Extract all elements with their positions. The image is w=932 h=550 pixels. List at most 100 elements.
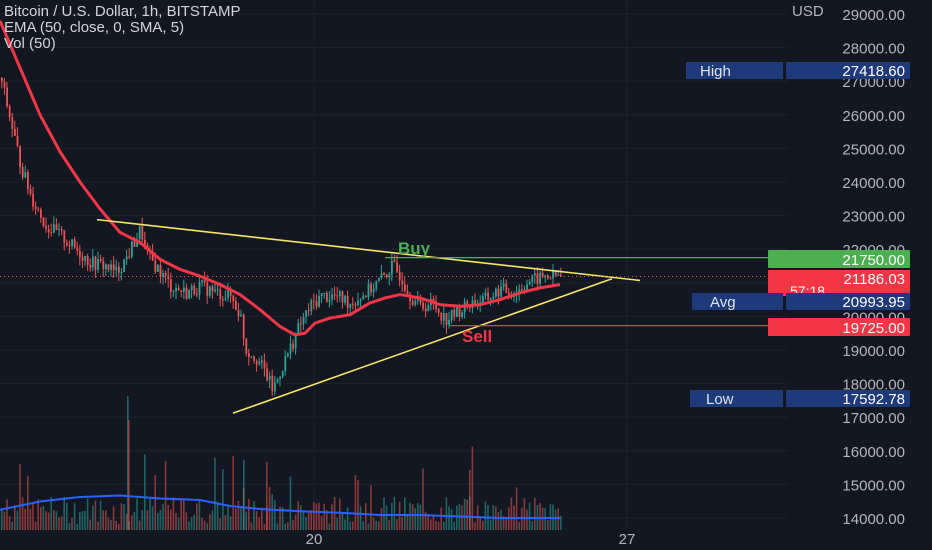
- volume-bar: [453, 522, 455, 530]
- candle-body: [242, 314, 245, 339]
- candle-body: [6, 87, 8, 107]
- candle-body: [138, 226, 141, 239]
- candle-body: [341, 291, 344, 303]
- volume-bar: [24, 508, 26, 530]
- candle-body: [232, 295, 235, 302]
- candle-body: [500, 286, 502, 297]
- candle-body: [482, 295, 484, 303]
- volume-bar: [237, 500, 240, 530]
- volume-bar: [409, 502, 411, 530]
- candle-body: [112, 264, 115, 271]
- candle-body: [437, 308, 440, 313]
- volume-bar: [42, 505, 45, 530]
- candle-body: [99, 258, 102, 261]
- candle-body: [554, 270, 557, 276]
- volume-bar: [120, 503, 123, 530]
- volume-bar: [47, 512, 50, 530]
- volume-bar: [66, 503, 68, 530]
- candle-body: [354, 304, 357, 306]
- volume-bar: [437, 522, 440, 530]
- candle-body: [183, 287, 185, 292]
- volume-bar: [263, 523, 266, 530]
- candle-body: [89, 264, 92, 268]
- volume-bar: [339, 498, 341, 530]
- volume-bar: [482, 520, 484, 530]
- volume-bar: [367, 523, 370, 530]
- volume-bar: [76, 523, 78, 530]
- volume-bar: [107, 517, 110, 530]
- volume-bar: [151, 506, 154, 530]
- volume-bar: [229, 516, 232, 530]
- ema-indicator-label[interactable]: EMA (50, close, 0, SMA, 5): [4, 19, 185, 36]
- volume-bar: [328, 523, 331, 530]
- volume-bar: [349, 521, 351, 530]
- candle-body: [154, 260, 157, 272]
- y-tick-label: 24000.00: [842, 175, 905, 192]
- buy-level-badge-bg: [768, 250, 910, 268]
- candle-body: [440, 312, 443, 321]
- volume-bar: [123, 503, 125, 530]
- candle-body: [255, 360, 258, 365]
- volume-bar: [526, 509, 528, 530]
- candle-body: [105, 264, 107, 270]
- candle-body: [401, 280, 404, 285]
- candle-body: [125, 256, 128, 260]
- volume-bar: [307, 511, 310, 530]
- candle-body: [406, 291, 409, 295]
- candle-body: [484, 292, 487, 296]
- y-tick-label: 18000.00: [842, 377, 905, 394]
- volume-bar: [393, 496, 396, 530]
- volume-bar: [128, 420, 130, 530]
- volume-bar: [14, 505, 16, 530]
- low-value-badge: 17592.78: [842, 391, 905, 408]
- volume-bar: [102, 510, 104, 530]
- candle-body: [8, 106, 11, 118]
- volume-bar: [11, 521, 13, 530]
- candle-body: [266, 368, 268, 380]
- candle-body: [11, 117, 14, 129]
- volume-bar: [510, 497, 513, 530]
- volume-bar: [118, 523, 120, 530]
- candle-body: [450, 309, 453, 320]
- volume-bar: [55, 511, 58, 530]
- volume-bar: [560, 515, 562, 530]
- volume-bar: [211, 510, 214, 530]
- current-price-badge-bg: [768, 270, 910, 296]
- volume-bar: [34, 521, 37, 530]
- volume-bar: [414, 508, 416, 530]
- volume-bar: [60, 516, 63, 530]
- volume-bar: [461, 505, 463, 530]
- candle-body: [380, 273, 383, 279]
- avg-label-bg: [692, 293, 783, 310]
- volume-bar: [94, 500, 97, 530]
- volume-bar: [557, 508, 559, 530]
- volume-bar: [258, 517, 260, 530]
- symbol-title[interactable]: Bitcoin / U.S. Dollar, 1h, BITSTAMP: [4, 3, 241, 20]
- volume-indicator-label[interactable]: Vol (50): [4, 35, 56, 52]
- volume-bar: [196, 503, 198, 530]
- volume-bar: [71, 517, 73, 530]
- candle-body: [81, 257, 84, 261]
- candle-body: [118, 266, 120, 273]
- candle-body: [27, 172, 29, 189]
- candle-body: [497, 288, 500, 297]
- volume-bar: [531, 521, 533, 530]
- volume-bar: [154, 475, 156, 530]
- volume-bar: [89, 519, 91, 530]
- volume-bar: [133, 511, 136, 530]
- volume-bar: [16, 510, 19, 530]
- volume-bar: [243, 460, 245, 530]
- candle-body: [120, 272, 123, 274]
- volume-bar: [209, 514, 211, 530]
- volume-bar: [320, 516, 323, 530]
- candle-body: [422, 302, 424, 309]
- volume-bar: [318, 502, 320, 530]
- y-tick-label: 16000.00: [842, 444, 905, 461]
- candle-body: [164, 272, 167, 276]
- candle-body: [79, 250, 81, 258]
- trendline-lower[interactable]: [232, 278, 613, 414]
- trendline-upper[interactable]: [96, 218, 641, 282]
- volume-bar: [68, 523, 71, 530]
- candle-body: [328, 299, 331, 302]
